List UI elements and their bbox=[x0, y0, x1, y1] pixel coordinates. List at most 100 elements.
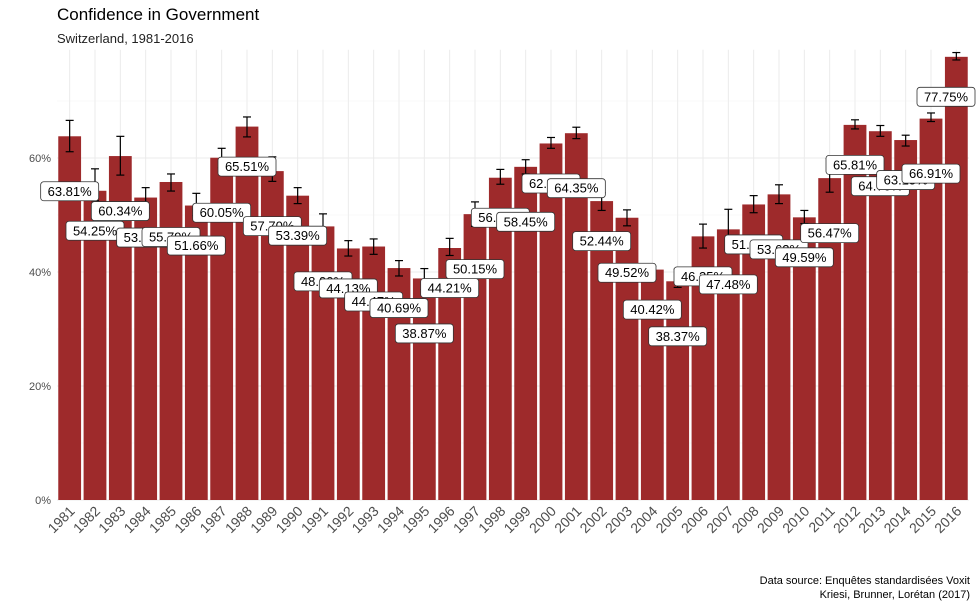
data-label-text: 63.81% bbox=[48, 184, 93, 199]
x-tick-label-2009: 2009 bbox=[754, 503, 787, 536]
data-label-2012: 65.81% bbox=[825, 154, 885, 175]
x-tick-label-1999: 1999 bbox=[500, 503, 533, 536]
x-tick-label-2007: 2007 bbox=[703, 503, 736, 536]
error-bar-1981 bbox=[65, 119, 74, 153]
data-label-2001: 64.35% bbox=[546, 178, 606, 199]
x-tick-label-2016: 2016 bbox=[931, 503, 964, 536]
data-label-box bbox=[648, 326, 708, 347]
x-tick-label-2006: 2006 bbox=[678, 503, 711, 536]
error-bar-2014 bbox=[901, 134, 910, 147]
data-label-text: 38.87% bbox=[402, 326, 447, 341]
data-label-box bbox=[901, 163, 961, 184]
bar-2016 bbox=[944, 56, 968, 500]
data-label-1987: 60.05% bbox=[192, 202, 252, 223]
data-label-text: 64.35% bbox=[554, 181, 599, 196]
error-bar-1988 bbox=[243, 116, 251, 138]
data-label-text: 60.05% bbox=[200, 205, 245, 220]
data-label-text: 51.66% bbox=[174, 238, 219, 253]
data-label-text: 47.48% bbox=[706, 277, 751, 292]
x-tick-label-1988: 1988 bbox=[222, 503, 255, 536]
bar-2000 bbox=[539, 143, 563, 500]
bar-2006 bbox=[691, 236, 715, 500]
error-bar-2006 bbox=[699, 223, 707, 249]
x-tick-label-1987: 1987 bbox=[196, 503, 229, 536]
data-label-text: 54.25% bbox=[73, 223, 118, 238]
data-label-2016: 77.75% bbox=[916, 86, 976, 107]
data-label-2003: 49.52% bbox=[597, 262, 657, 283]
bar-1986 bbox=[184, 205, 208, 500]
error-bar-2001 bbox=[572, 126, 581, 140]
data-label-text: 52.44% bbox=[580, 234, 625, 249]
error-bar-1992 bbox=[344, 240, 353, 257]
bar-2003 bbox=[615, 217, 639, 500]
data-label-text: 40.42% bbox=[630, 302, 675, 317]
error-bar-2009 bbox=[775, 184, 783, 205]
x-tick-label-2002: 2002 bbox=[576, 503, 609, 536]
x-tick-label-2013: 2013 bbox=[855, 503, 888, 536]
y-tick-label: 60% bbox=[29, 153, 51, 165]
data-label-text: 53.39% bbox=[276, 228, 321, 243]
data-label-2007: 47.48% bbox=[698, 274, 758, 295]
x-tick-label-1998: 1998 bbox=[475, 503, 508, 536]
x-tick-label-1990: 1990 bbox=[272, 503, 305, 536]
data-label-box bbox=[698, 274, 758, 295]
bar-1989 bbox=[260, 171, 284, 501]
data-label-text: 56.47% bbox=[808, 226, 853, 241]
plot-area: 0%20%40%60%63.81%54.25%60.34%53.06%55.79… bbox=[29, 49, 976, 536]
bar-1999 bbox=[514, 166, 538, 500]
error-bar-1990 bbox=[293, 187, 302, 205]
x-tick-label-1989: 1989 bbox=[247, 503, 280, 536]
data-label-box bbox=[166, 235, 226, 256]
data-label-2004: 40.42% bbox=[622, 299, 682, 320]
x-tick-label-1997: 1997 bbox=[450, 503, 483, 536]
x-tick-label-1994: 1994 bbox=[374, 503, 407, 536]
data-label-text: 49.52% bbox=[605, 265, 650, 280]
error-bar-2015 bbox=[927, 112, 935, 123]
data-label-box bbox=[546, 178, 606, 199]
data-label-box bbox=[394, 323, 454, 344]
error-bar-2016 bbox=[952, 51, 961, 61]
data-label-box bbox=[774, 247, 834, 268]
y-tick-label: 20% bbox=[29, 381, 51, 393]
x-tick-label-2003: 2003 bbox=[602, 503, 635, 536]
data-label-2005: 38.37% bbox=[648, 326, 708, 347]
data-label-box bbox=[916, 86, 976, 107]
data-label-text: 77.75% bbox=[924, 89, 969, 104]
data-label-1982: 54.25% bbox=[65, 220, 125, 241]
x-tick-label-1996: 1996 bbox=[424, 503, 457, 536]
data-label-text: 65.81% bbox=[833, 157, 878, 172]
data-label-1994: 40.69% bbox=[369, 298, 429, 318]
error-bar-1993 bbox=[369, 238, 378, 255]
data-label-box bbox=[192, 202, 252, 223]
data-label-1981: 63.81% bbox=[40, 181, 100, 202]
error-bar-1996 bbox=[445, 237, 454, 257]
error-bar-2003 bbox=[623, 209, 631, 227]
bar-1984 bbox=[134, 197, 158, 501]
x-tick-label-1993: 1993 bbox=[348, 503, 381, 536]
data-label-box bbox=[496, 211, 556, 232]
bar-2012 bbox=[843, 124, 867, 501]
data-label-text: 66.91% bbox=[909, 166, 954, 181]
error-bar-2013 bbox=[876, 124, 885, 137]
data-label-box bbox=[572, 231, 632, 251]
data-label-text: 60.34% bbox=[98, 204, 143, 219]
x-tick-label-1984: 1984 bbox=[120, 503, 153, 536]
chart-subtitle: Switzerland, 1981-2016 bbox=[57, 31, 194, 46]
data-label-text: 38.37% bbox=[656, 329, 701, 344]
x-tick-label-1991: 1991 bbox=[298, 503, 331, 536]
x-tick-label-2011: 2011 bbox=[805, 503, 838, 536]
bar-2013 bbox=[868, 131, 892, 500]
error-bar-2000 bbox=[547, 136, 555, 149]
data-label-2002: 52.44% bbox=[572, 231, 632, 251]
bar-1982 bbox=[83, 190, 107, 500]
y-tick-label: 40% bbox=[29, 267, 51, 279]
data-label-1996: 44.21% bbox=[420, 278, 480, 298]
x-tick-label-2005: 2005 bbox=[652, 503, 685, 536]
bar-1991 bbox=[311, 226, 335, 500]
data-label-box bbox=[445, 259, 505, 280]
x-tick-label-2004: 2004 bbox=[627, 503, 660, 536]
x-tick-label-1995: 1995 bbox=[399, 503, 432, 536]
chart-title: Confidence in Government bbox=[57, 5, 260, 24]
bar-1985 bbox=[159, 181, 183, 500]
